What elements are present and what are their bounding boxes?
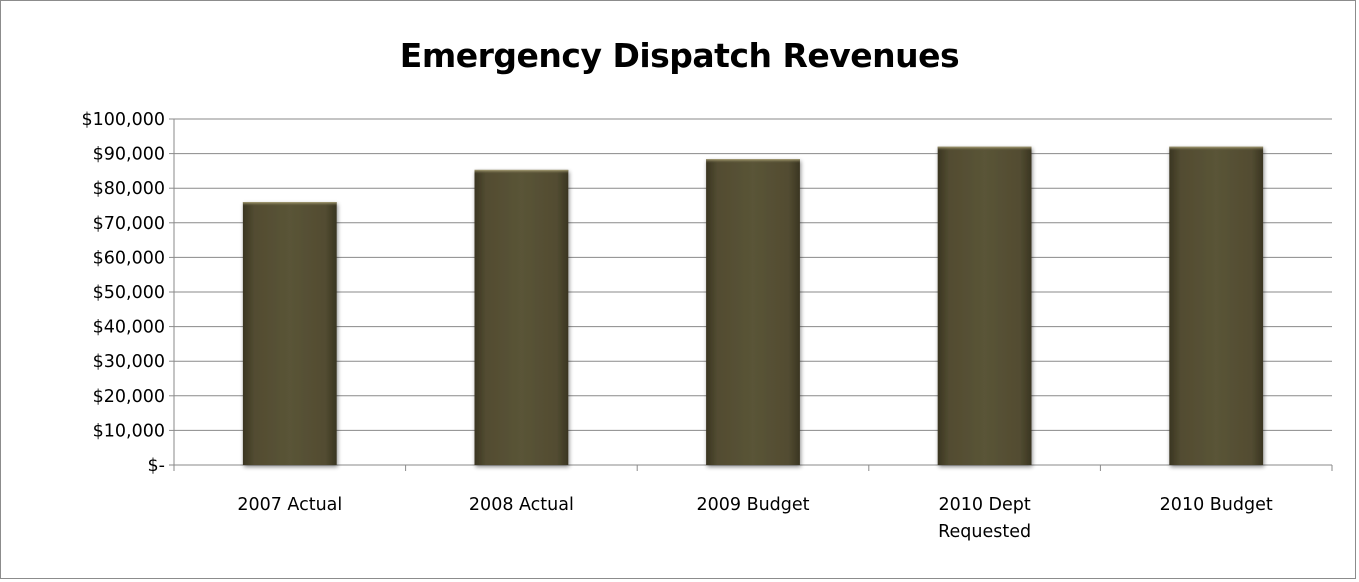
x-tick-labels: 2007 Actual 2008 Actual 2009 Budget 2010 De… [237, 495, 1273, 542]
bar [474, 169, 569, 465]
bar [706, 159, 800, 466]
bar [1169, 146, 1264, 465]
x-tick-label: 2010 Dept Requested [938, 495, 1031, 542]
chart-title: Emergency Dispatch Revenues [399, 36, 960, 75]
y-tick-label: $70,000 [93, 214, 165, 234]
bar [937, 146, 1032, 465]
y-tick-label: $80,000 [93, 179, 165, 199]
y-tick-label: $20,000 [93, 387, 165, 407]
x-tick-label: 2007 Actual [237, 495, 342, 515]
x-tick-label: 2008 Actual [469, 495, 574, 515]
y-tick-label: $40,000 [93, 318, 165, 338]
x-tick-label: 2010 Budget [1160, 495, 1273, 515]
y-tick-label: $10,000 [93, 421, 165, 441]
x-tick-label: 2009 Budget [696, 495, 809, 515]
y-tick-labels: $- $10,000 $20,000 $30,000 $40,000 $50,000 $60… [81, 110, 165, 476]
y-tick-label: $50,000 [93, 283, 165, 303]
bars [242, 146, 1264, 466]
y-tick-label: $90,000 [93, 145, 165, 165]
y-tick-label: $30,000 [93, 352, 165, 372]
bar [242, 202, 337, 466]
y-tick-label: $100,000 [81, 110, 165, 130]
y-tick-label: $60,000 [93, 248, 165, 268]
y-tick-label: $- [148, 456, 165, 476]
